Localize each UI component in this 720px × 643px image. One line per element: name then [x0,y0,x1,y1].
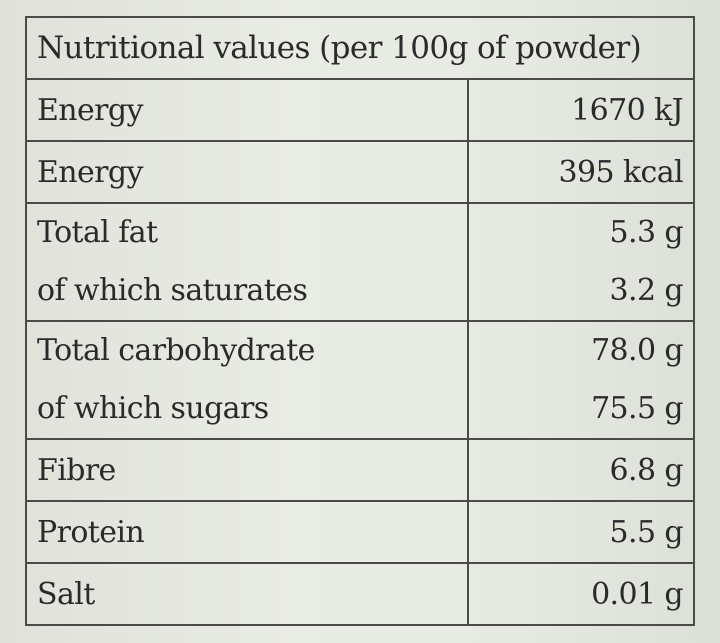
table-row-fat: Total fat of which saturates 5.3 g 3.2 g [25,202,695,322]
row-label: Salt [25,562,469,626]
row-value-text: 5.3 g [609,215,684,250]
row-value: 5.3 g 3.2 g [467,202,695,322]
row-value: 0.01 g [467,562,695,626]
row-label: Total carbohydrate of which sugars [25,320,469,440]
row-value-text: 0.01 g [591,576,684,612]
row-label: Fibre [25,438,469,502]
table-row-salt: Salt 0.01 g [25,562,695,626]
row-value-text: 5.5 g [609,514,684,550]
row-label-text: Energy [37,92,143,128]
row-label: Energy [25,140,469,204]
table-row-protein: Protein 5.5 g [25,500,695,564]
table-title: Nutritional values (per 100g of powder) [25,16,695,80]
row-label: Energy [25,78,469,142]
table-row-carbohydrate: Total carbohydrate of which sugars 78.0 … [25,320,695,440]
row-subvalue-text: 3.2 g [609,273,684,308]
row-value-text: 6.8 g [609,452,684,488]
row-value: 395 kcal [467,140,695,204]
row-label-text: Total fat [37,215,158,250]
row-value-text: 395 kcal [558,154,684,190]
row-value: 6.8 g [467,438,695,502]
row-value: 5.5 g [467,500,695,564]
row-sublabel-text: of which saturates [37,273,308,308]
table-row-fibre: Fibre 6.8 g [25,438,695,502]
table-row-energy-kj: Energy 1670 kJ [25,78,695,142]
row-label-text: Fibre [37,452,116,488]
row-label-text: Salt [37,576,95,612]
row-value: 1670 kJ [467,78,695,142]
row-label: Total fat of which saturates [25,202,469,322]
table-row-energy-kcal: Energy 395 kcal [25,140,695,204]
table-header-row: Nutritional values (per 100g of powder) [25,16,695,80]
row-label-text: Energy [37,154,143,190]
row-label: Protein [25,500,469,564]
row-value-text: 1670 kJ [571,92,683,128]
row-value-text: 78.0 g [591,333,684,368]
row-value: 78.0 g 75.5 g [467,320,695,440]
row-label-text: Protein [37,514,145,550]
row-sublabel-text: of which sugars [37,391,269,426]
nutrition-table: Nutritional values (per 100g of powder) … [25,16,695,626]
row-label-text: Total carbohydrate [37,333,315,368]
row-subvalue-text: 75.5 g [591,391,684,426]
